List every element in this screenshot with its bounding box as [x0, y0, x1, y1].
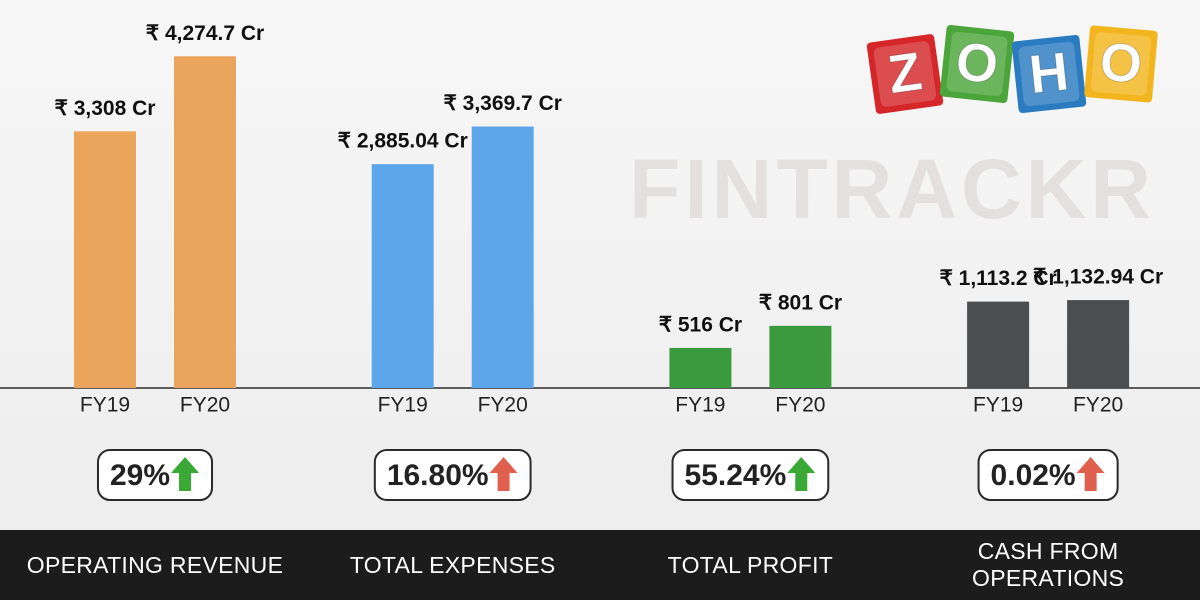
logo-tile: O	[939, 25, 1015, 103]
value-label: ₹ 3,369.7 Cr	[443, 92, 561, 115]
chart-title: CASH FROM OPERATIONS	[972, 538, 1125, 591]
value-label: ₹ 516 Cr	[659, 314, 742, 337]
bar	[669, 347, 732, 388]
logo-tile: O	[1084, 25, 1158, 103]
change-arrow	[171, 457, 200, 491]
logo-cube-face	[873, 41, 937, 107]
logo-cube-face	[946, 31, 1008, 97]
chart-title: TOTAL PROFIT	[667, 551, 834, 578]
bar	[174, 56, 236, 389]
logo-cube	[939, 25, 1015, 103]
logo-cube	[1011, 35, 1087, 113]
x-tick-label: FY20	[1073, 394, 1123, 417]
logo-tile: H	[1011, 35, 1087, 113]
logo-tile: Z	[866, 34, 944, 114]
logo-letter: H	[1026, 41, 1071, 105]
bar	[967, 301, 1030, 388]
bar	[371, 164, 434, 388]
logo-cube	[1084, 25, 1158, 103]
value-label: ₹ 1,132.94 Cr	[1033, 266, 1163, 289]
change-label: 55.24%	[685, 459, 787, 492]
change-badge	[671, 449, 830, 501]
bar	[471, 126, 534, 388]
change-badge	[373, 449, 532, 501]
chart-title: TOTAL EXPENSES	[349, 551, 556, 578]
change-label: 16.80%	[387, 459, 489, 492]
logo-cube-face	[1090, 32, 1152, 96]
bar	[769, 325, 832, 388]
change-label: 29%	[110, 459, 170, 492]
value-label: ₹ 4,274.7 Cr	[146, 22, 264, 45]
logo-letter: O	[953, 31, 1001, 95]
footer-band	[0, 530, 1200, 600]
value-label: ₹ 801 Cr	[759, 291, 842, 314]
change-arrow	[489, 457, 518, 491]
x-tick-label: FY19	[80, 394, 130, 417]
logo-cube-face	[1018, 41, 1080, 107]
change-badge	[977, 449, 1119, 501]
x-tick-label: FY19	[973, 394, 1023, 417]
chart-title: OPERATING REVENUE	[26, 551, 284, 578]
value-label: ₹ 3,308 Cr	[55, 97, 156, 120]
value-label: ₹ 2,885.04 Cr	[338, 130, 468, 153]
x-tick-label: FY20	[180, 394, 230, 417]
x-tick-label: FY20	[775, 394, 825, 417]
x-tick-label: FY19	[675, 394, 725, 417]
value-label: ₹ 1,113.2 Cr	[939, 267, 1056, 290]
change-arrow	[1076, 457, 1105, 491]
change-arrow	[787, 457, 816, 491]
bar	[74, 131, 136, 388]
logo-letter: O	[1098, 32, 1145, 95]
watermark: FINTRACKR	[629, 142, 1155, 236]
x-tick-label: FY20	[478, 394, 528, 417]
bar	[1067, 300, 1130, 388]
change-label: 0.02%	[991, 459, 1076, 492]
logo-cube	[866, 34, 944, 114]
x-tick-label: FY19	[378, 394, 428, 417]
